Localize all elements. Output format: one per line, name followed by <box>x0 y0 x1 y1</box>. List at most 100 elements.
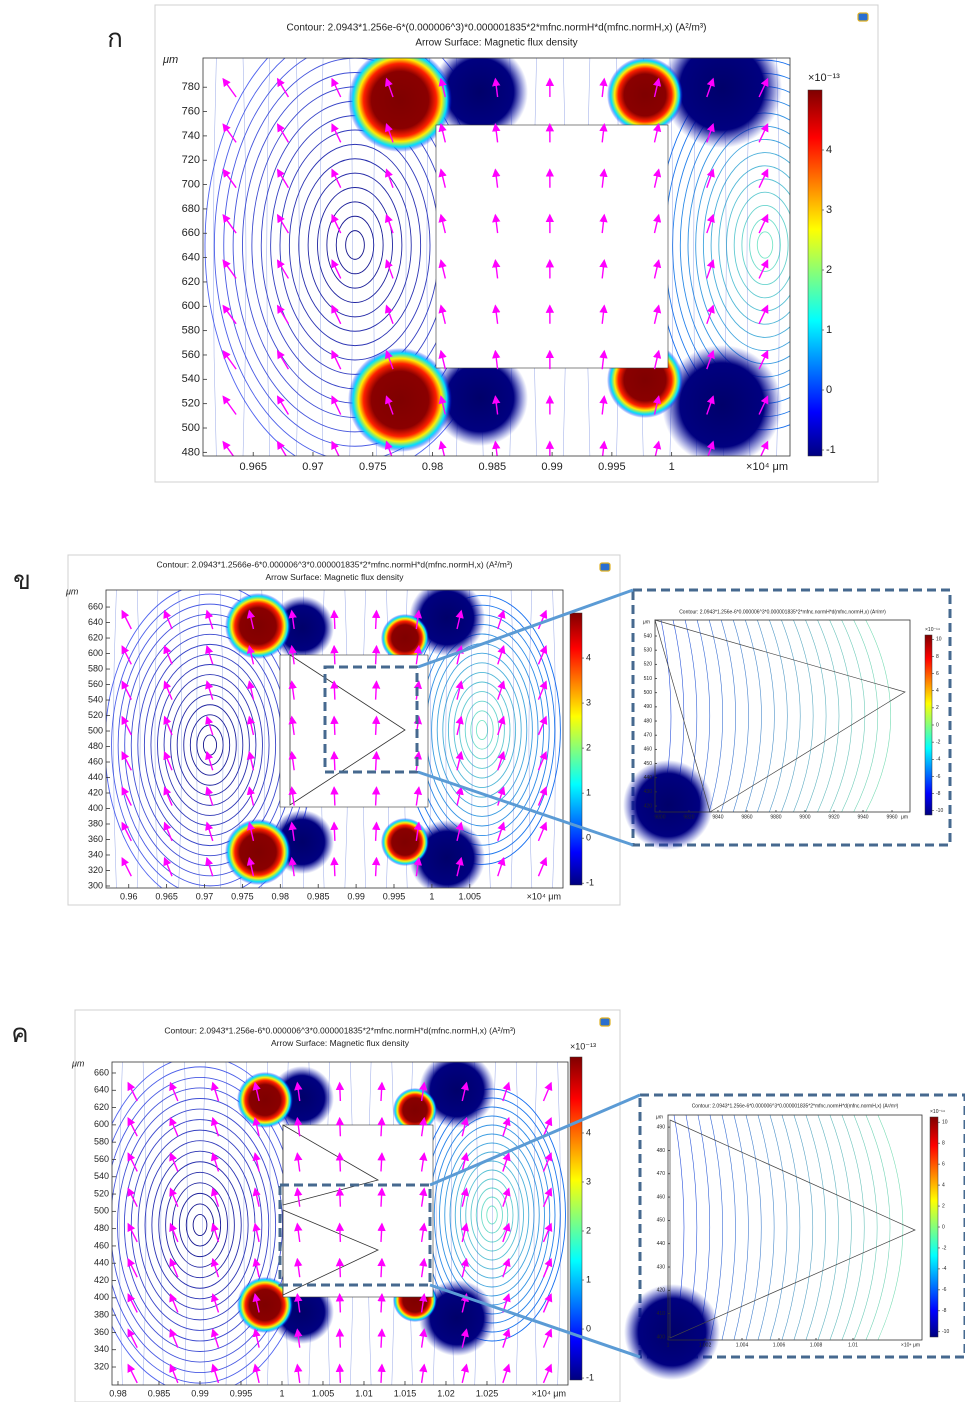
y-tick-label: 470 <box>657 1171 666 1177</box>
y-tick-label: 360 <box>94 1327 109 1337</box>
colorbar-label: ×10⁻¹³ <box>570 1041 596 1051</box>
y-tick-label: 490 <box>657 1124 666 1130</box>
x-tick-label: 0.96 <box>120 891 138 901</box>
colorbar <box>925 635 932 815</box>
flux-arrow <box>376 646 377 664</box>
y-tick-label: 620 <box>94 1102 109 1112</box>
y-tick-label: 600 <box>182 300 200 312</box>
hot-region <box>381 818 429 866</box>
x-tick-label: 0.985 <box>307 891 330 901</box>
colorbar-tick-label: 4 <box>936 688 939 694</box>
colorbar-tick-label: 6 <box>942 1161 945 1167</box>
plot-title: Contour: 2.0943*1.256e-6*0.000006^3*0.00… <box>692 1103 899 1109</box>
x-tick-label: 1.01 <box>355 1388 373 1398</box>
x-tick-label: 0.995 <box>230 1388 253 1398</box>
y-tick-label: 540 <box>88 694 103 704</box>
flux-arrow <box>381 1294 382 1312</box>
figure: กContour: 2.0943*1.256e-6*(0.000006^3)*0… <box>0 0 965 1402</box>
x-unit: μm <box>901 814 908 820</box>
x-tick-label: 9840 <box>712 814 723 820</box>
flux-arrow <box>381 1224 382 1242</box>
y-tick-label: 540 <box>94 1171 109 1181</box>
y-tick-label: 360 <box>88 834 103 844</box>
y-tick-label: 340 <box>94 1344 109 1354</box>
y-unit: μm <box>655 1114 663 1120</box>
x-unit: ×10⁴ μm <box>901 1342 920 1348</box>
x-tick-label: 9940 <box>857 814 868 820</box>
contour-field <box>90 1052 568 1394</box>
x-tick-label: 9960 <box>886 814 897 820</box>
x-tick-label: 0.975 <box>359 461 387 473</box>
x-tick-label: 9900 <box>799 814 810 820</box>
cold-region <box>624 1284 720 1380</box>
plot-title: Contour: 2.0943*1.2566e-6*0.000006^3*0.0… <box>157 559 513 569</box>
y-tick-label: 480 <box>182 446 200 458</box>
colorbar-tick-label: 2 <box>826 264 832 276</box>
cold-region <box>623 760 713 850</box>
y-unit: μm <box>65 586 79 596</box>
panel-label: ก <box>107 23 123 53</box>
y-tick-label: 380 <box>94 1309 109 1319</box>
flux-arrow <box>376 611 377 629</box>
y-tick-label: 530 <box>644 648 653 654</box>
x-tick-label: 9880 <box>770 814 781 820</box>
y-tick-label: 700 <box>182 178 200 190</box>
y-tick-label: 660 <box>94 1067 109 1077</box>
colorbar-tick-label: -4 <box>942 1266 947 1272</box>
x-tick-label: 1 <box>667 1342 670 1348</box>
x-tick-label: 1.005 <box>459 891 482 901</box>
flux-arrow <box>340 1189 341 1207</box>
y-tick-label: 660 <box>88 601 103 611</box>
y-tick-label: 560 <box>94 1154 109 1164</box>
y-tick-label: 440 <box>644 775 653 781</box>
plot-title: Contour: 2.0943*1.256e-6*0.000006^3*0.00… <box>679 609 886 615</box>
y-tick-label: 540 <box>182 373 200 385</box>
colorbar-label: ×10⁻¹⁴ <box>925 627 940 633</box>
colorbar-tick-label: -6 <box>942 1287 947 1293</box>
colorbar-tick-label: 2 <box>586 1225 591 1235</box>
y-tick-label: 460 <box>88 756 103 766</box>
colorbar-tick-label: 2 <box>942 1203 945 1209</box>
plot-subtitle: Arrow Surface: Magnetic flux density <box>266 572 405 582</box>
flux-arrow <box>340 1224 341 1242</box>
colorbar <box>930 1117 938 1337</box>
panel-label: ข <box>13 565 31 595</box>
page: Contour figure html,body{margin:0;paddin… <box>0 0 965 1402</box>
flux-arrow <box>376 823 377 841</box>
x-tick-label: 1.02 <box>437 1388 455 1398</box>
x-unit: ×10⁴ μm <box>746 461 788 473</box>
y-tick-label: 620 <box>88 632 103 642</box>
window-icon <box>600 1018 610 1026</box>
x-tick-label: 1 <box>669 461 675 473</box>
x-tick-label: 0.98 <box>422 461 443 473</box>
y-unit: μm <box>162 54 178 66</box>
x-tick-label: 1 <box>429 891 434 901</box>
x-tick-label: 0.97 <box>196 891 214 901</box>
y-tick-label: 480 <box>657 1148 666 1154</box>
colorbar-tick-label: 4 <box>586 1127 591 1137</box>
magnet-region <box>436 125 668 368</box>
y-tick-label: 510 <box>644 676 653 682</box>
flux-arrow <box>334 858 335 876</box>
colorbar-tick-label: 1 <box>586 788 591 798</box>
y-tick-label: 640 <box>182 252 200 264</box>
y-tick-label: 520 <box>644 662 653 668</box>
y-tick-label: 440 <box>657 1241 666 1247</box>
colorbar-label: ×10⁻¹⁴ <box>930 1109 945 1115</box>
x-tick-label: 0.995 <box>383 891 406 901</box>
x-tick-label: 0.98 <box>272 891 290 901</box>
y-tick-label: 600 <box>88 648 103 658</box>
flux-arrow <box>381 1189 382 1207</box>
hot-region <box>225 819 291 885</box>
flux-arrow <box>340 1118 341 1136</box>
colorbar-tick-label: 10 <box>942 1120 948 1126</box>
y-tick-label: 520 <box>94 1188 109 1198</box>
flux-arrow <box>381 1259 382 1277</box>
colorbar-tick-label: -1 <box>826 444 836 456</box>
colorbar-label: ×10⁻¹³ <box>808 72 840 84</box>
y-tick-label: 680 <box>182 203 200 215</box>
colorbar-tick-label: 1 <box>826 324 832 336</box>
y-unit: μm <box>642 619 650 625</box>
plot-subtitle: Arrow Surface: Magnetic flux density <box>271 1038 410 1048</box>
colorbar-tick-label: -8 <box>936 791 941 797</box>
